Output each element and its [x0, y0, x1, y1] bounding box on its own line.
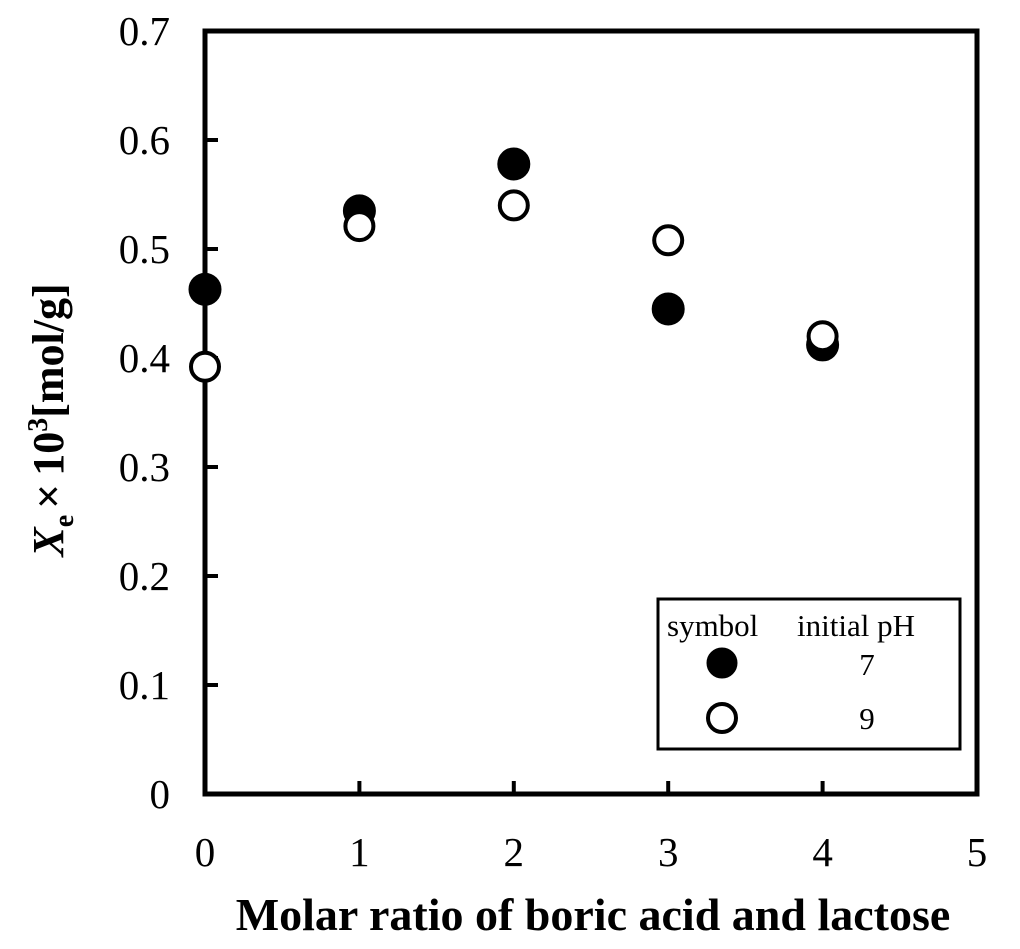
x-tick-label: 1 — [349, 829, 370, 875]
y-tick-label: 0.4 — [119, 335, 170, 381]
legend-header-symbol: symbol — [667, 608, 758, 643]
y-axis-title: Xe × 103[mol/g] — [23, 283, 80, 558]
y-axis-title-unit: [mol/g] — [24, 283, 73, 417]
y-tick-label: 0.7 — [119, 8, 170, 54]
legend-marker-filled — [706, 647, 738, 679]
y-tick-label: 0.3 — [119, 444, 170, 490]
x-tick-label: 4 — [812, 829, 833, 875]
data-point-ph7 — [188, 272, 222, 306]
y-tick-label: 0.6 — [119, 117, 170, 163]
x-tick-label: 3 — [658, 829, 679, 875]
data-point-ph9 — [652, 224, 685, 257]
plot-frame — [202, 28, 980, 797]
y-tick-label: 0.5 — [119, 226, 170, 272]
y-tick-label: 0 — [150, 771, 171, 817]
data-point-ph9 — [343, 210, 376, 243]
legend-header-value: initial pH — [797, 608, 915, 643]
y-axis-title-exponent: 3 — [23, 418, 54, 432]
legend-marker-open — [706, 702, 738, 734]
y-axis-title-var: X — [24, 526, 73, 559]
x-axis-title: Molar ratio of boric acid and lactose — [236, 889, 951, 940]
x-tick-label: 0 — [195, 829, 216, 875]
data-point-ph9 — [806, 320, 839, 353]
x-tick-label: 2 — [504, 829, 525, 875]
data-point-ph7 — [651, 292, 685, 326]
legend-entry-9: 9 — [859, 701, 875, 736]
data-point-ph7 — [497, 147, 531, 181]
y-tick-label: 0.1 — [119, 662, 170, 708]
y-axis-title-subscript: e — [49, 515, 80, 527]
data-point-ph9 — [189, 350, 221, 383]
data-point-ph9 — [497, 189, 530, 222]
data-points — [188, 147, 840, 383]
x-tick-label: 5 — [967, 829, 988, 875]
y-axis-title-base: 10 — [24, 432, 73, 476]
y-axis-title-times: × — [24, 484, 73, 509]
legend: symbol initial pH 7 9 — [656, 597, 962, 751]
tick-labels: 0 0.1 0.2 0.3 0.4 0.5 0.6 0.7 0 1 2 3 4 5 — [119, 8, 988, 875]
y-tick-label: 0.2 — [119, 553, 170, 599]
legend-entry-7: 7 — [859, 647, 875, 682]
